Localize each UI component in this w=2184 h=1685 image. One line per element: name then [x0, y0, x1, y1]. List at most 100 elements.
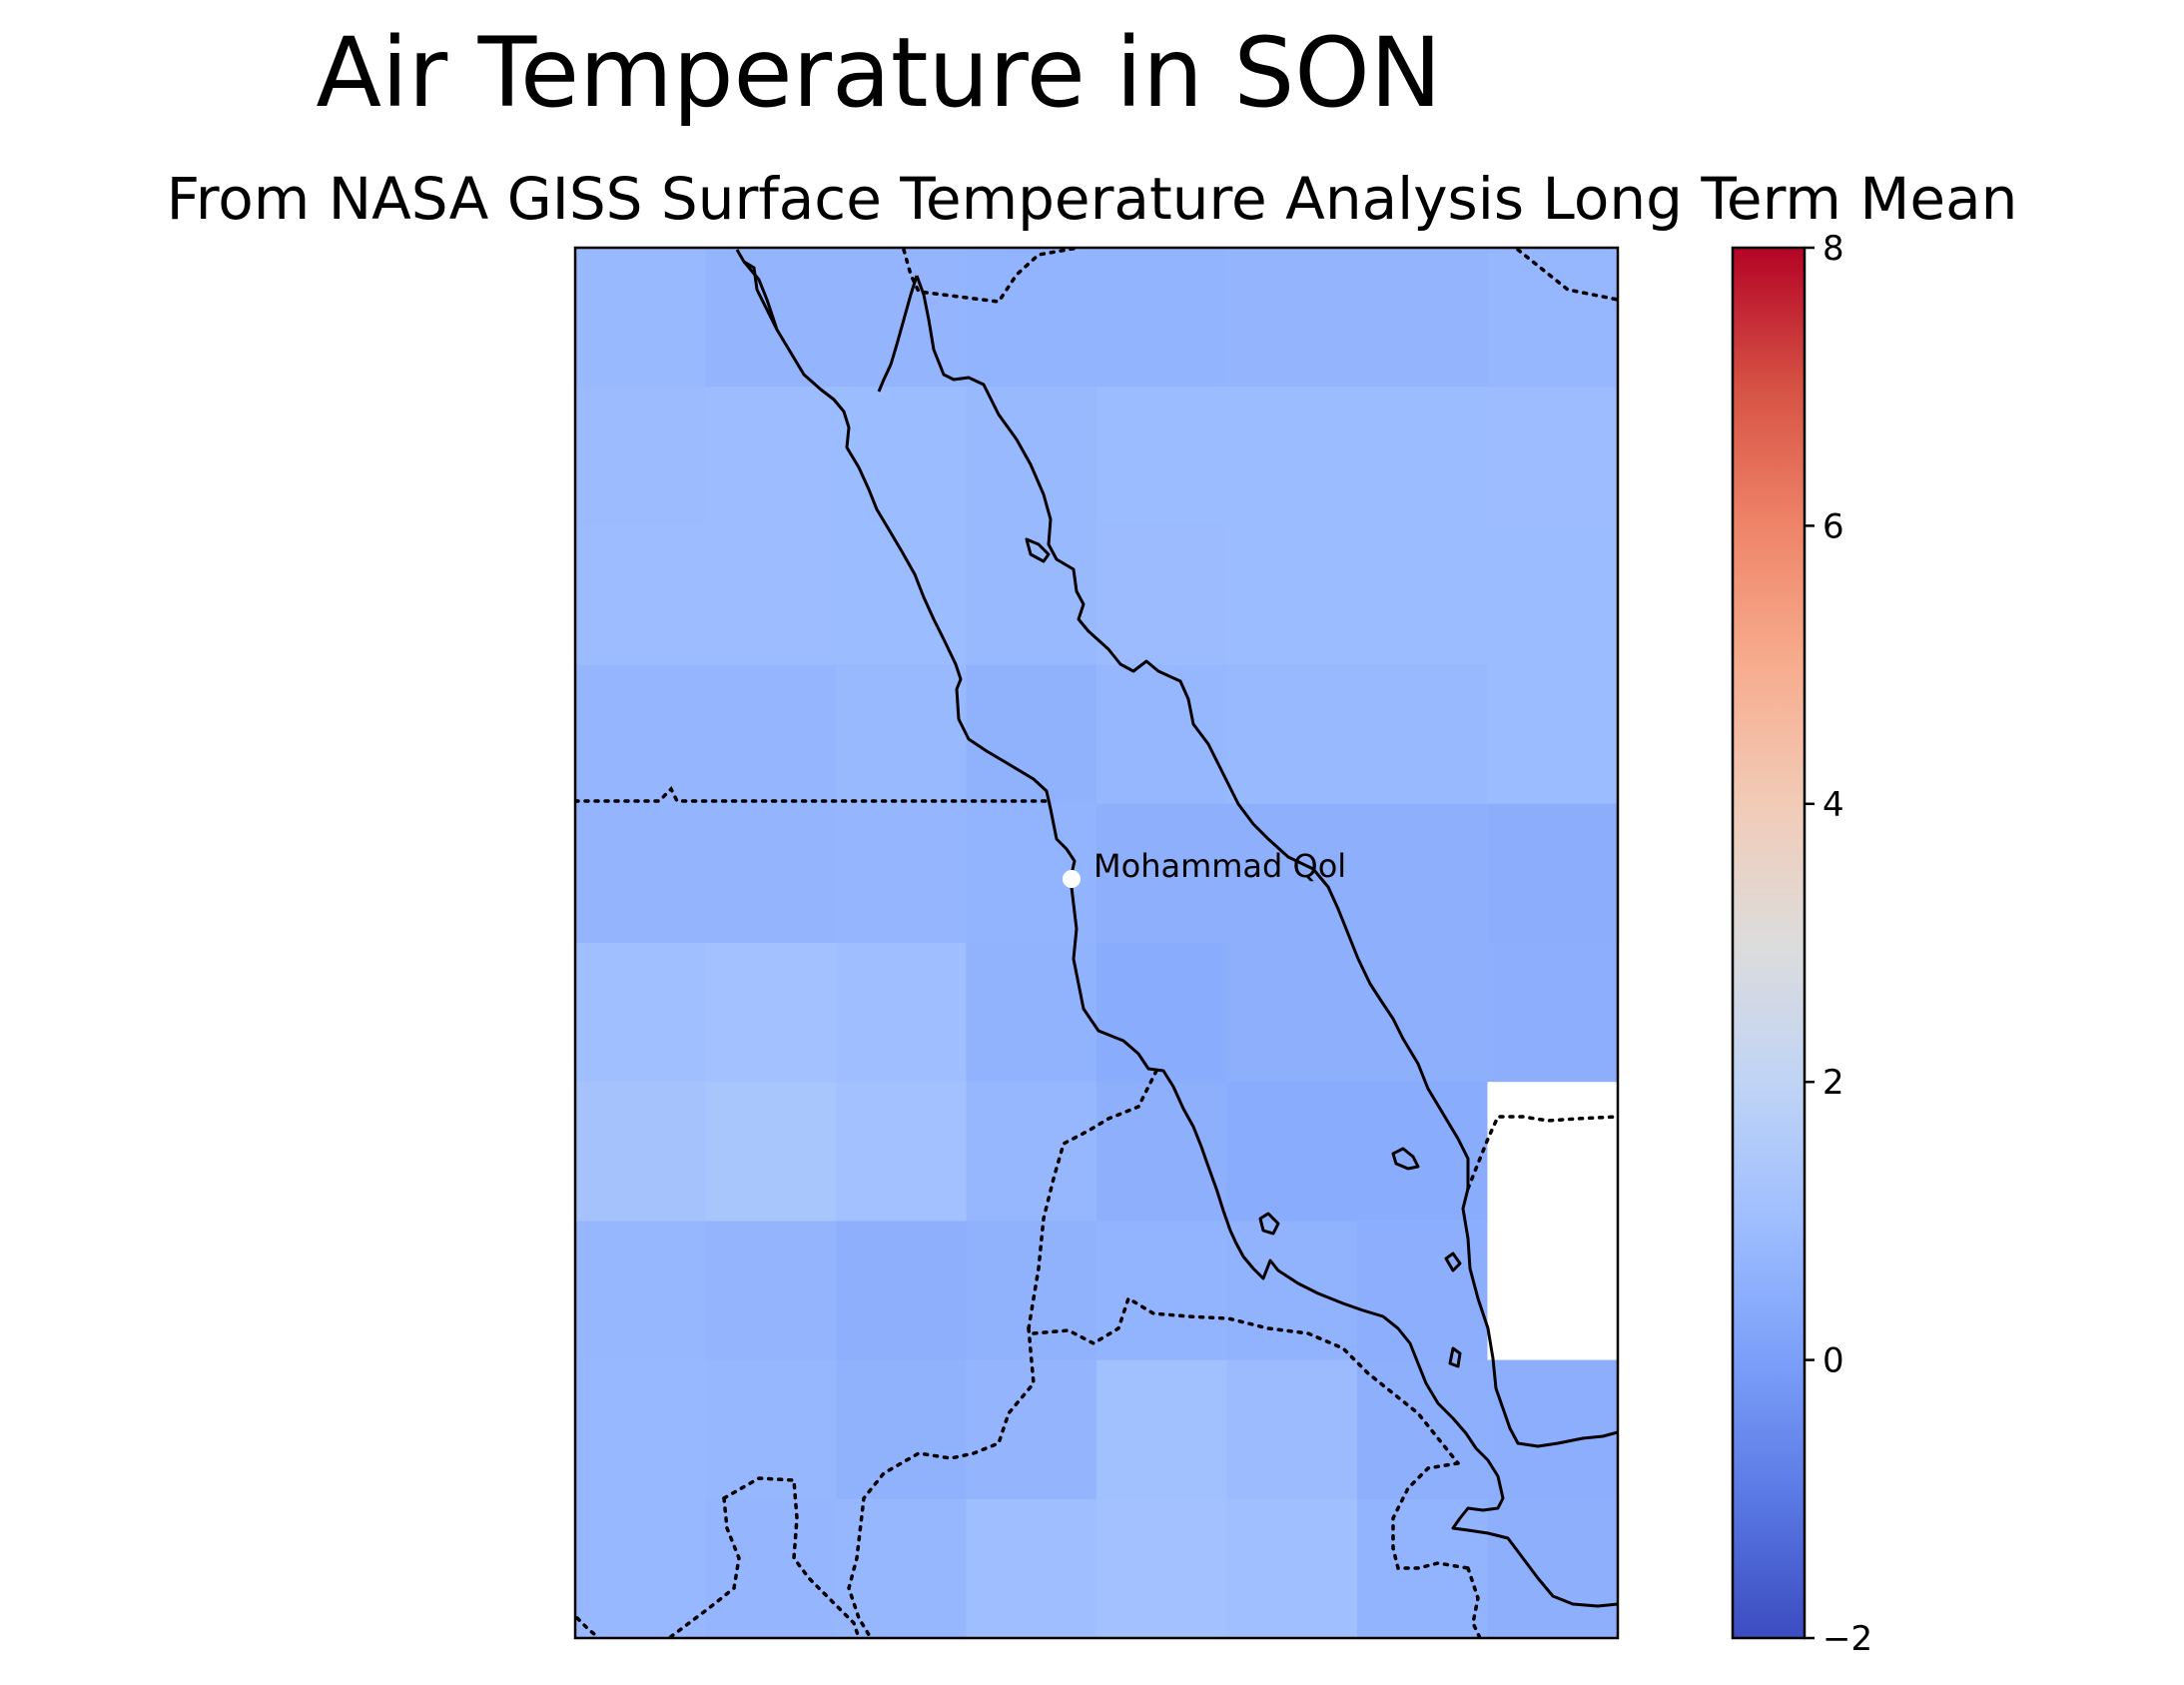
- heatmap-cell: [575, 1082, 707, 1222]
- heatmap-cell: [575, 1498, 707, 1639]
- heatmap-cell: [836, 387, 968, 526]
- heatmap-cell: [705, 664, 837, 805]
- heatmap-grid: [575, 248, 1619, 1639]
- city-label: Mohammad Qol: [1093, 847, 1346, 885]
- heatmap-cell: [836, 1221, 968, 1361]
- heatmap-cell: [1487, 248, 1619, 388]
- heatmap-cell: [1357, 1082, 1489, 1222]
- heatmap-cell: [966, 1359, 1097, 1500]
- heatmap-cell: [1226, 387, 1358, 526]
- colorbar: −2 0 2 4 6 8: [1731, 229, 1872, 1659]
- heatmap-cell-missing: [1487, 1082, 1619, 1222]
- heatmap-cell: [575, 525, 707, 666]
- heatmap-cell: [1357, 1221, 1489, 1361]
- heatmap-cell: [705, 525, 837, 666]
- heatmap-cell: [966, 1221, 1097, 1361]
- heatmap-cell: [705, 387, 837, 526]
- colorbar-tick-label: 8: [1822, 229, 1844, 269]
- heatmap-cell: [1487, 943, 1619, 1083]
- heatmap-cell: [705, 943, 837, 1083]
- heatmap-cell: [1096, 248, 1228, 388]
- heatmap-cell: [1357, 943, 1489, 1083]
- heatmap-cell: [836, 664, 968, 805]
- heatmap-cell: [1487, 525, 1619, 666]
- island-dahlak: [1391, 1147, 1420, 1171]
- heatmap-cell: [1357, 664, 1489, 805]
- colorbar-gradient: [1733, 248, 1805, 1638]
- colorbar-ticks: −2 0 2 4 6 8: [1805, 229, 1872, 1659]
- heatmap-cell: [1226, 1359, 1358, 1500]
- heatmap-cell: [1357, 248, 1489, 388]
- heatmap-cell: [836, 248, 968, 388]
- island-kamaran: [1444, 1252, 1462, 1272]
- heatmap-cell: [1226, 943, 1358, 1083]
- heatmap-cell: [1487, 803, 1619, 944]
- island-farasan: [1258, 1212, 1280, 1236]
- heatmap-cell: [1096, 664, 1228, 805]
- heatmap-cell: [575, 1359, 707, 1500]
- heatmap-cell: [1357, 387, 1489, 526]
- heatmap-cell: [1096, 1082, 1228, 1222]
- heatmap-cell: [1487, 1359, 1619, 1500]
- heatmap-cell: [966, 525, 1097, 666]
- border-se: [1466, 1566, 1482, 1638]
- coastline-arabian-side: [915, 275, 1618, 1448]
- heatmap-cell: [836, 1082, 968, 1222]
- heatmap-cell: [966, 387, 1097, 526]
- heatmap-cell: [1226, 1498, 1358, 1639]
- heatmap-cell: [1096, 525, 1228, 666]
- colorbar-tick-label: 0: [1822, 1341, 1844, 1381]
- border-sudan-eritrea: [1027, 1069, 1158, 1330]
- border-saudi-north: [1516, 248, 1618, 302]
- heatmap-cell: [1487, 387, 1619, 526]
- map-features: [575, 248, 1618, 1638]
- heatmap-cell: [836, 943, 968, 1083]
- heatmap-cell: [705, 1082, 837, 1222]
- figure-subtitle: From NASA GISS Surface Temperature Analy…: [166, 165, 2018, 233]
- colorbar-tick-label: −2: [1822, 1619, 1872, 1659]
- border-ethiopia-djibouti: [1391, 1461, 1470, 1570]
- city-marker[interactable]: [1063, 870, 1081, 888]
- border-egypt-sudan: [575, 786, 1051, 803]
- coastline-gulf-of-aqaba: [877, 275, 919, 393]
- colorbar-tick-label: 6: [1822, 506, 1844, 546]
- colorbar-tick-label: 4: [1822, 785, 1844, 825]
- coastline-african-side: [735, 249, 1618, 1608]
- country-borders: [575, 248, 1618, 1638]
- heatmap-cell: [575, 1221, 707, 1361]
- heatmap-cell: [1096, 1359, 1228, 1500]
- heatmap-cell: [1096, 1498, 1228, 1639]
- heatmap-cell: [966, 943, 1097, 1083]
- heatmap-cell: [966, 248, 1097, 388]
- heatmap-cell: [1226, 1082, 1358, 1222]
- heatmap-cell: [1226, 525, 1358, 666]
- heatmap-cell: [1487, 664, 1619, 805]
- border-sudan-south: [722, 1476, 861, 1638]
- heatmap-cell: [966, 664, 1097, 805]
- heatmap-cell: [966, 1498, 1097, 1639]
- heatmap-cell: [575, 943, 707, 1083]
- heatmap-cell: [1357, 525, 1489, 666]
- heatmap-cell: [1096, 1221, 1228, 1361]
- heatmap-cell: [1357, 1359, 1489, 1500]
- border-sudan-ethiopia: [847, 1326, 1036, 1638]
- heatmap-cell: [1226, 664, 1358, 805]
- colorbar-frame: [1731, 246, 1807, 1640]
- heatmap-cell: [1487, 1498, 1619, 1639]
- border-saudi-yemen: [1466, 1115, 1618, 1191]
- heatmap-cell: [1096, 943, 1228, 1083]
- coastline-gulf-of-suez: [742, 261, 779, 331]
- heatmap-cell: [705, 803, 837, 944]
- heatmap-cell: [575, 387, 707, 526]
- border-ethiopia-eritrea: [1032, 1295, 1460, 1465]
- heatmap-cell: [1357, 803, 1489, 944]
- island-tiran: [1025, 537, 1051, 563]
- figure-title: Air Temperature in SON: [316, 17, 1442, 129]
- heatmap-cell: [575, 803, 707, 944]
- heatmap-cell: [836, 803, 968, 944]
- island-zubair: [1448, 1346, 1462, 1368]
- heatmap-cell: [1226, 803, 1358, 944]
- heatmap-cell: [705, 1221, 837, 1361]
- heatmap-cell: [1226, 1221, 1358, 1361]
